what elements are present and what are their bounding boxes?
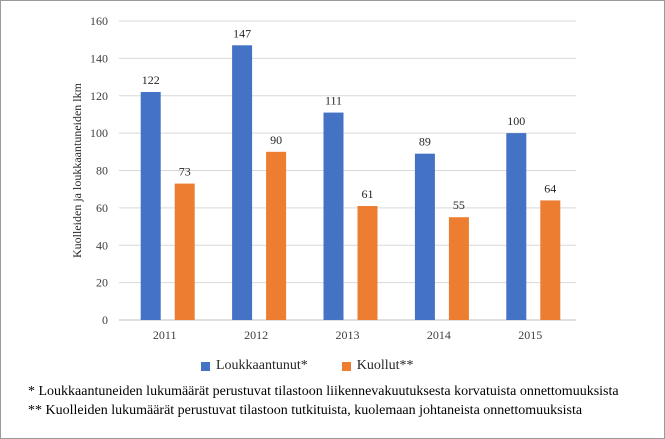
y-tick-label: 120 bbox=[90, 89, 108, 103]
data-label-killed: 64 bbox=[544, 181, 556, 195]
legend-swatch-killed bbox=[341, 361, 351, 371]
bar-injured bbox=[232, 45, 253, 320]
data-label-injured: 122 bbox=[142, 73, 160, 87]
bar-killed bbox=[174, 183, 195, 320]
x-tick-label: 2014 bbox=[427, 328, 451, 342]
legend-label-injured: Loukkaantunut* bbox=[216, 358, 308, 373]
data-label-killed: 90 bbox=[270, 133, 282, 147]
footnote-killed: ** Kuolleiden lukumäärät perustuvat tila… bbox=[28, 403, 583, 418]
bar-injured bbox=[140, 92, 161, 320]
bar-killed bbox=[266, 151, 287, 320]
footnote-injured: * Loukkaantuneiden lukumäärät perustuvat… bbox=[28, 384, 619, 399]
bar-killed bbox=[448, 217, 469, 320]
x-tick-label: 2011 bbox=[153, 328, 177, 342]
bar-injured bbox=[506, 133, 527, 320]
data-label-killed: 73 bbox=[179, 165, 191, 179]
y-tick-label: 0 bbox=[102, 313, 108, 327]
data-label-injured: 100 bbox=[507, 114, 525, 128]
x-tick-label: 2013 bbox=[336, 328, 360, 342]
legend-swatch-injured bbox=[201, 361, 210, 371]
y-tick-label: 60 bbox=[96, 201, 108, 215]
data-label-killed: 55 bbox=[453, 198, 465, 212]
y-tick-label: 20 bbox=[96, 276, 108, 290]
legend-item-killed: Kuollut** bbox=[341, 358, 414, 374]
bar-killed bbox=[357, 206, 378, 320]
chart-legend: Loukkaantunut* Kuollut** bbox=[201, 357, 414, 375]
bar-injured bbox=[414, 153, 435, 320]
legend-label-killed: Kuollut** bbox=[356, 358, 414, 373]
y-axis-title: Kuolleiden ja loukkaantuneiden lkm bbox=[70, 82, 84, 258]
footnotes: * Loukkaantuneiden lukumäärät perustuvat… bbox=[28, 382, 658, 420]
data-label-injured: 89 bbox=[419, 135, 431, 149]
bar-injured bbox=[323, 112, 344, 320]
y-tick-label: 140 bbox=[90, 51, 108, 65]
data-label-injured: 147 bbox=[233, 26, 251, 40]
y-tick-label: 160 bbox=[90, 14, 108, 28]
y-tick-label: 100 bbox=[90, 126, 108, 140]
y-tick-label: 80 bbox=[96, 164, 108, 178]
data-label-injured: 111 bbox=[325, 94, 342, 108]
bar-chart: 0 20 40 60 80 100 120 140 160 122 73 2011 147 90 2012 1… bbox=[70, 14, 576, 342]
x-tick-label: 2012 bbox=[244, 328, 268, 342]
bar-killed bbox=[540, 200, 561, 320]
legend-item-injured: Loukkaantunut* bbox=[201, 358, 308, 374]
data-label-killed: 61 bbox=[362, 187, 374, 201]
x-tick-label: 2015 bbox=[518, 328, 542, 342]
y-tick-label: 40 bbox=[96, 238, 108, 252]
